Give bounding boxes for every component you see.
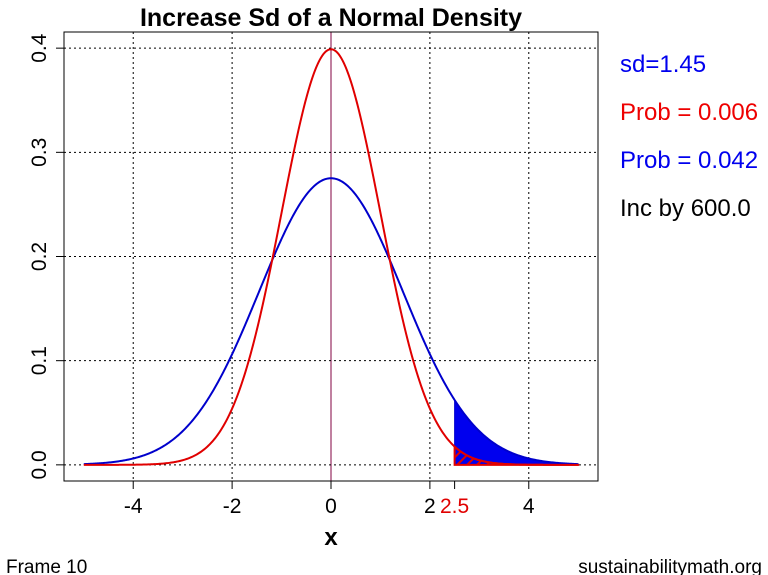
density-curves <box>83 48 579 466</box>
annotation: Prob = 0.042 <box>620 147 758 174</box>
annotations: sd=1.45 Prob = 0.006 Prob = 0.042 Inc by 60… <box>620 51 758 222</box>
annotation: Inc by 600.0 <box>620 195 751 222</box>
x-tick-label: 2 <box>424 495 436 518</box>
cutoff-label: 2.5 <box>440 495 469 518</box>
x-tick-label: -2 <box>223 495 242 518</box>
density-curve-sd-1.45 <box>83 177 579 466</box>
chart-title: Increase Sd of a Normal Density <box>140 4 522 32</box>
y-tick-label: 0.3 <box>28 138 51 167</box>
y-tick-label: 0.0 <box>28 450 51 479</box>
y-tick-label: 0.4 <box>28 33 51 63</box>
grid <box>64 32 598 481</box>
y-tick-label: 0.1 <box>28 346 51 375</box>
x-tick-label: 4 <box>523 495 535 518</box>
y-tick-label: 0.2 <box>28 242 51 271</box>
annotation: sd=1.45 <box>620 51 706 78</box>
x-axis-label: x <box>324 524 338 551</box>
density-curve-sd-1 <box>83 48 579 466</box>
site-label: sustainabilitymath.org <box>578 557 762 575</box>
x-tick-label: 0 <box>325 495 337 518</box>
frame-label: Frame 10 <box>6 557 87 575</box>
x-tick-label: -4 <box>124 495 143 518</box>
annotation: Prob = 0.006 <box>620 99 758 126</box>
y-axis: 0.0 0.1 0.2 0.3 0.4 <box>28 33 64 479</box>
x-axis: -4 -2 0 2 4 2.5 <box>124 481 535 518</box>
